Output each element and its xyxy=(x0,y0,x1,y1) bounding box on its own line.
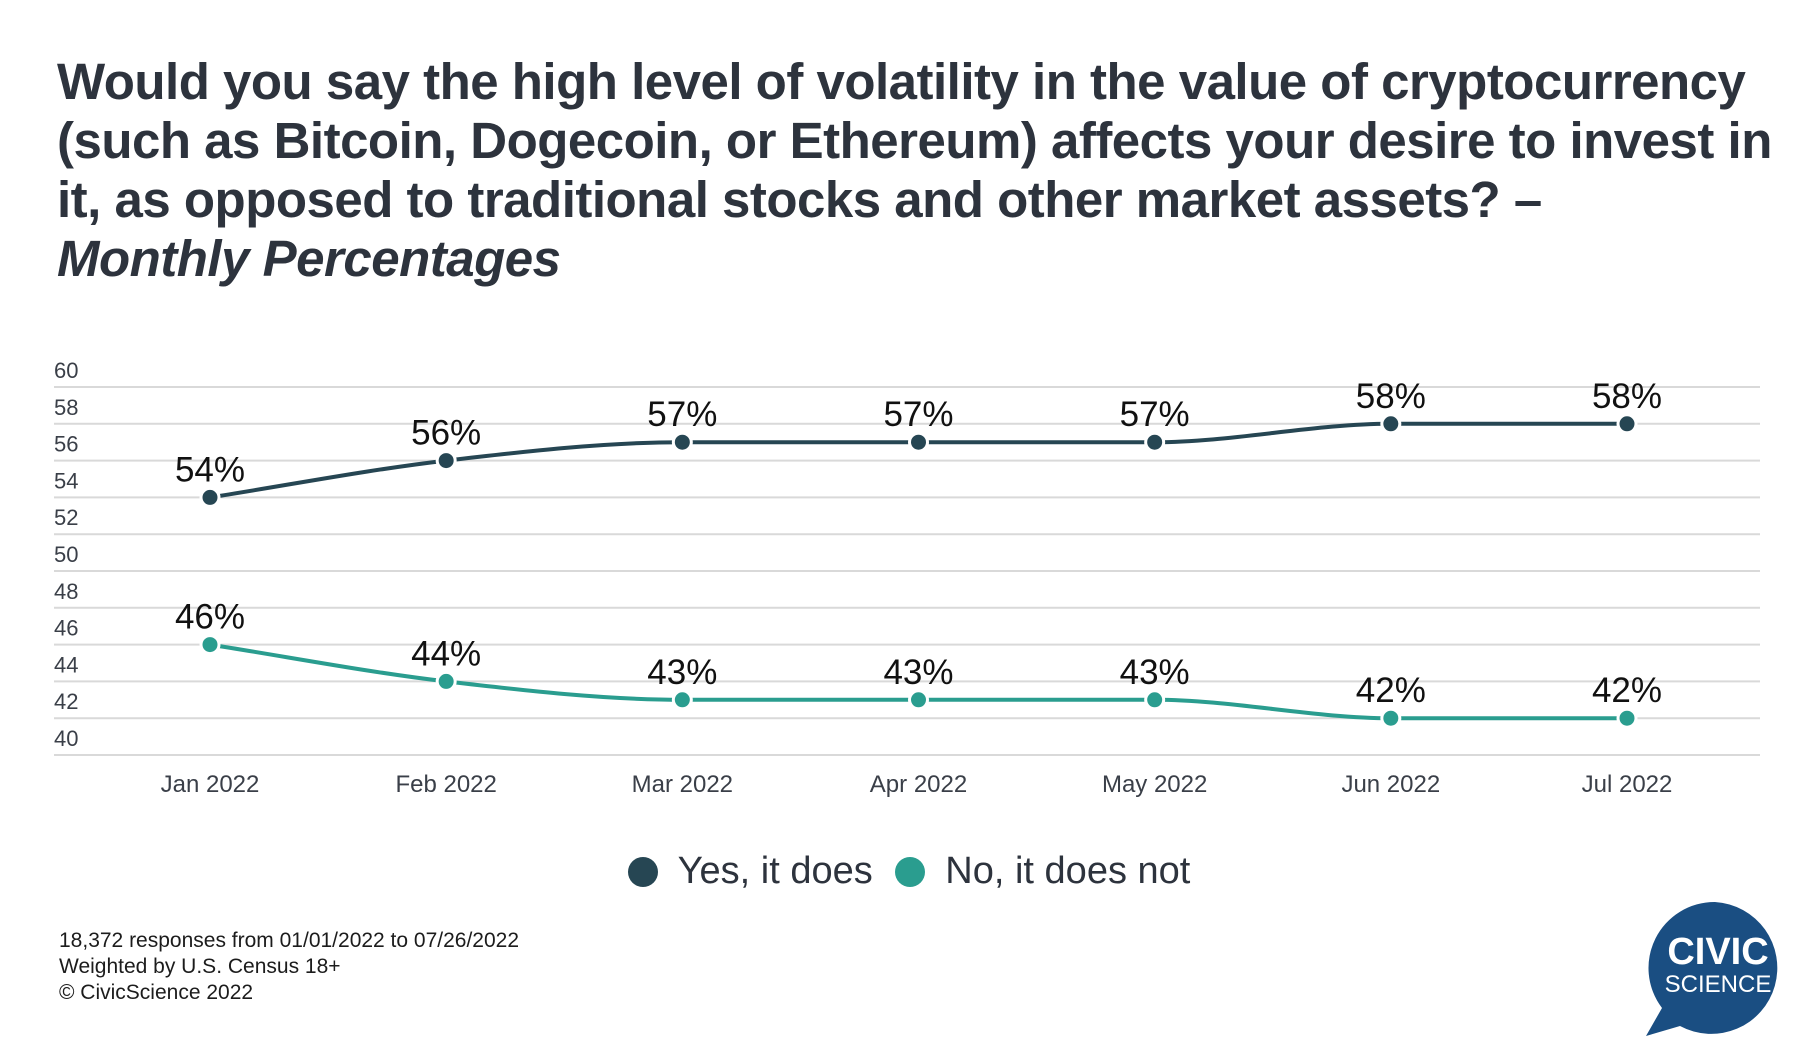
y-axis-ticks: 40 42 44 46 48 50 52 54 56 58 60 xyxy=(54,358,78,751)
logo-text-civic: CIVIC xyxy=(1667,931,1768,973)
y-tick-label: 40 xyxy=(54,726,78,751)
y-tick-label: 56 xyxy=(54,432,78,457)
data-label: 43% xyxy=(1120,653,1190,692)
legend-item-no[interactable]: No, it does not xyxy=(895,850,1190,893)
y-tick-label: 46 xyxy=(54,616,78,641)
data-label: 44% xyxy=(411,634,481,673)
chart-subtitle: Monthly Percentages xyxy=(57,230,561,287)
chart-title: Would you say the high level of volatili… xyxy=(57,52,1797,288)
data-label: 54% xyxy=(175,450,245,489)
x-tick-label: May 2022 xyxy=(1102,771,1207,798)
data-point xyxy=(435,670,457,692)
logo-text-science: SCIENCE xyxy=(1665,971,1772,998)
footer-responses: 18,372 responses from 01/01/2022 to 07/2… xyxy=(59,929,520,952)
civicscience-logo: CIVIC SCIENCE xyxy=(1646,901,1778,1036)
legend-dot-icon xyxy=(627,856,658,887)
data-label: 57% xyxy=(647,395,717,434)
data-label: 57% xyxy=(883,395,953,434)
data-label: 42% xyxy=(1356,671,1426,710)
chart-title-main: Would you say the high level of volatili… xyxy=(57,53,1772,228)
data-point xyxy=(1380,707,1402,729)
data-label: 43% xyxy=(647,653,717,692)
y-tick-label: 54 xyxy=(54,468,78,493)
data-label: 42% xyxy=(1592,671,1662,710)
data-point xyxy=(908,689,929,711)
x-tick-label: Mar 2022 xyxy=(632,771,733,798)
y-tick-label: 58 xyxy=(54,395,78,420)
data-point xyxy=(908,431,929,453)
x-tick-label: Feb 2022 xyxy=(395,771,496,798)
x-tick-label: Apr 2022 xyxy=(870,771,967,798)
data-label: 57% xyxy=(1120,395,1190,434)
footer-copyright: © CivicScience 2022 xyxy=(59,981,254,1004)
footer-weighting: Weighted by U.S. Census 18+ xyxy=(59,955,341,978)
x-axis-ticks: Jan 2022 Feb 2022 Mar 2022 Apr 2022 May 2022… xyxy=(161,771,1673,798)
data-label: 56% xyxy=(411,414,481,453)
legend-label: No, it does not xyxy=(945,850,1191,892)
data-label: 58% xyxy=(1356,377,1426,416)
legend-dot-icon xyxy=(895,856,926,887)
data-label: 58% xyxy=(1592,377,1662,416)
data-point xyxy=(671,689,693,711)
data-point xyxy=(435,450,457,472)
y-tick-label: 60 xyxy=(54,358,78,383)
line-chart: 40 42 44 46 48 50 52 54 56 58 60 Jan 2022 Feb 2022 M… xyxy=(54,358,1760,798)
x-tick-label: Jul 2022 xyxy=(1582,771,1673,798)
data-point xyxy=(1144,431,1166,453)
y-tick-label: 50 xyxy=(54,542,78,567)
y-tick-label: 48 xyxy=(54,579,78,604)
series-points xyxy=(199,413,1638,729)
data-point xyxy=(1380,413,1402,435)
data-point xyxy=(671,431,693,453)
x-tick-label: Jan 2022 xyxy=(161,771,260,798)
legend: Yes, it does No, it does not xyxy=(0,850,1818,897)
data-point xyxy=(1616,413,1638,435)
y-tick-label: 52 xyxy=(54,505,78,530)
data-point xyxy=(199,486,221,508)
data-point xyxy=(199,634,221,656)
y-tick-label: 44 xyxy=(54,652,78,677)
data-point xyxy=(1616,707,1638,729)
footer-notes: 18,372 responses from 01/01/2022 to 07/2… xyxy=(59,928,519,1006)
data-point xyxy=(1144,689,1166,711)
x-tick-label: Jun 2022 xyxy=(1341,771,1440,798)
y-tick-label: 42 xyxy=(54,689,78,714)
data-label: 46% xyxy=(175,598,245,637)
legend-label: Yes, it does xyxy=(677,850,873,892)
legend-item-yes[interactable]: Yes, it does xyxy=(627,850,873,893)
data-label: 43% xyxy=(883,653,953,692)
data-labels: 54% 56% 57% 57% 57% 58% 58% 46% 44% 43% 43% 43% 42% 4… xyxy=(175,377,1662,710)
speech-bubble-icon xyxy=(1646,901,1778,1036)
